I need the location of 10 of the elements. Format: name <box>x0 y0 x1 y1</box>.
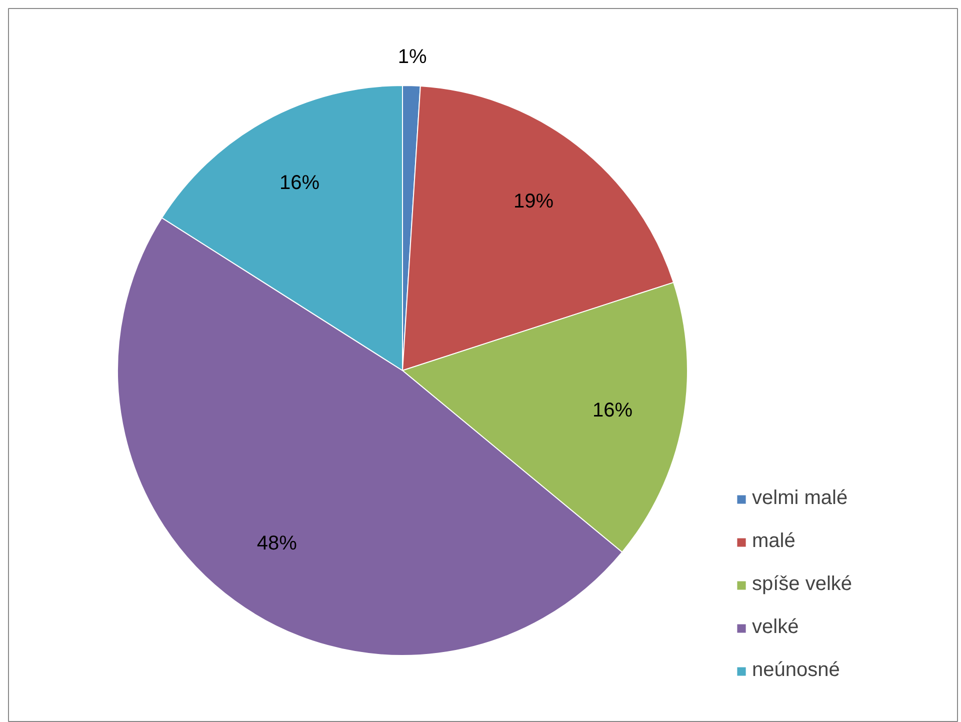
legend-label: velké <box>752 616 799 639</box>
data-label: 16% <box>280 172 320 194</box>
data-label: 16% <box>592 400 633 422</box>
data-label: 48% <box>256 532 298 554</box>
legend-label: malé <box>752 530 796 553</box>
legend-label: spíše velké <box>752 573 852 596</box>
data-label: 19% <box>513 190 554 213</box>
legend-label: velmi malé <box>752 487 848 510</box>
data-label: 1% <box>398 46 428 68</box>
legend-label: neúnosné <box>752 659 840 682</box>
